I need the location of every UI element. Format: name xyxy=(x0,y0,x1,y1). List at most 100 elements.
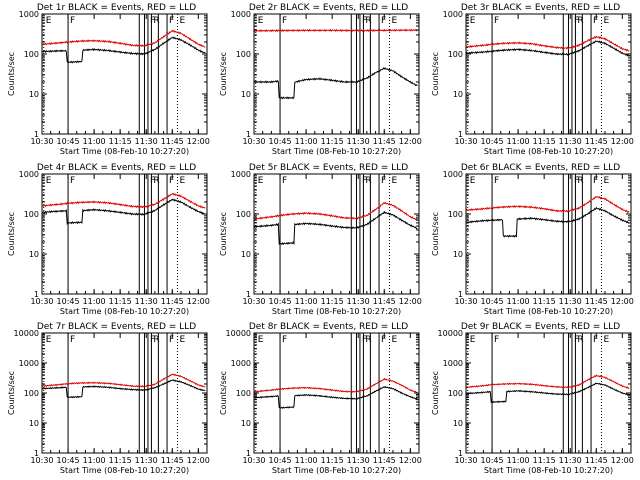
x-tick-label: 10:30 xyxy=(30,456,53,465)
x-tick-label: 11:15 xyxy=(109,137,132,146)
chart-title: Det 4r BLACK = Events, RED = LLD xyxy=(37,163,196,173)
x-tick-label: 10:30 xyxy=(30,137,53,146)
x-axis-label: Start Time (08-Feb-10 10:27:20) xyxy=(484,147,613,156)
x-tick-label: 11:00 xyxy=(295,456,318,465)
marker-label: F xyxy=(150,176,155,186)
x-tick-label: 10:30 xyxy=(242,137,265,146)
marker-label: F xyxy=(169,335,174,345)
plot-frame xyxy=(253,13,420,135)
y-tick-label: 100 xyxy=(236,210,251,219)
x-tick-label: 11:45 xyxy=(373,456,396,465)
x-tick-label: 12:00 xyxy=(187,137,210,146)
x-tick-label: 11:45 xyxy=(161,456,184,465)
y-axis-label: Counts/sec xyxy=(431,371,440,415)
y-tick-label: 100 xyxy=(24,389,39,398)
y-tick-label: 1 xyxy=(246,130,251,139)
marker-label: F xyxy=(494,16,499,26)
x-axis-label: Start Time (08-Feb-10 10:27:20) xyxy=(272,307,401,316)
x-tick-label: 10:30 xyxy=(454,297,477,306)
events-series-line xyxy=(465,206,630,238)
x-tick-label: 11:45 xyxy=(585,456,608,465)
x-tick-label: 11:45 xyxy=(373,297,396,306)
x-axis-label: Start Time (08-Feb-10 10:27:20) xyxy=(60,147,189,156)
y-tick-label: 10 xyxy=(241,90,251,99)
y-tick-label: 1000 xyxy=(19,170,39,179)
x-tick-label: 11:00 xyxy=(83,297,106,306)
x-tick-label: 11:15 xyxy=(533,297,556,306)
y-tick-label: 1 xyxy=(34,130,39,139)
lld-series-line xyxy=(465,35,630,52)
x-tick-label: 10:30 xyxy=(242,297,265,306)
x-axis-label: Start Time (08-Feb-10 10:27:20) xyxy=(60,466,189,475)
marker-label: F xyxy=(593,176,598,186)
marker-label: F xyxy=(381,16,386,26)
x-tick-label: 10:45 xyxy=(481,297,504,306)
x-tick-label: 11:00 xyxy=(507,297,530,306)
y-tick-label: 10000 xyxy=(14,329,39,338)
y-axis-label: Counts/sec xyxy=(7,212,16,256)
x-tick-label: 10:30 xyxy=(454,456,477,465)
chart-title: Det 1r BLACK = Events, RED = LLD xyxy=(37,3,196,13)
events-series-line xyxy=(465,382,630,404)
x-tick-label: 10:45 xyxy=(57,297,80,306)
lld-series-line xyxy=(253,201,418,221)
marker-label: E xyxy=(46,176,52,186)
marker-label: F xyxy=(150,335,155,345)
x-tick-label: 11:30 xyxy=(347,137,370,146)
y-tick-label: 1000 xyxy=(443,359,463,368)
x-axis-label: Start Time (08-Feb-10 10:27:20) xyxy=(272,466,401,475)
marker-label: E xyxy=(258,176,264,186)
marker-label: E xyxy=(258,335,264,345)
plot-frame xyxy=(465,13,632,135)
marker-label: E xyxy=(391,176,397,186)
x-tick-label: 10:45 xyxy=(269,297,292,306)
x-tick-label: 11:45 xyxy=(585,137,608,146)
marker-label: F xyxy=(282,335,287,345)
marker-label: F xyxy=(593,335,598,345)
marker-label: R xyxy=(577,16,583,26)
x-tick-label: 10:45 xyxy=(481,137,504,146)
y-tick-label: 10 xyxy=(453,90,463,99)
marker-label: F xyxy=(70,16,75,26)
x-tick-label: 11:45 xyxy=(373,137,396,146)
y-tick-label: 10 xyxy=(453,250,463,259)
x-tick-label: 10:45 xyxy=(481,456,504,465)
y-tick-label: 10 xyxy=(29,90,39,99)
y-tick-label: 10000 xyxy=(438,329,463,338)
x-tick-label: 12:00 xyxy=(611,297,634,306)
x-tick-label: 11:30 xyxy=(347,456,370,465)
lld-series-line xyxy=(41,192,206,209)
marker-label: F xyxy=(362,176,367,186)
marker-label: F xyxy=(362,16,367,26)
y-tick-label: 10 xyxy=(241,250,251,259)
marker-label: F xyxy=(70,335,75,345)
events-series-line xyxy=(253,67,418,100)
x-tick-label: 11:00 xyxy=(507,137,530,146)
y-tick-label: 100 xyxy=(448,389,463,398)
marker-label: F xyxy=(381,176,386,186)
x-tick-label: 12:00 xyxy=(611,137,634,146)
marker-label: R xyxy=(365,335,371,345)
events-series-line xyxy=(253,385,418,409)
x-tick-label: 11:45 xyxy=(161,297,184,306)
x-tick-label: 11:15 xyxy=(321,456,344,465)
x-tick-label: 12:00 xyxy=(399,297,422,306)
marker-label: F xyxy=(574,176,579,186)
marker-label: F xyxy=(381,335,386,345)
y-tick-label: 1000 xyxy=(231,359,251,368)
x-tick-label: 10:30 xyxy=(30,297,53,306)
y-tick-label: 1 xyxy=(246,449,251,458)
x-tick-label: 11:00 xyxy=(83,456,106,465)
y-tick-label: 100 xyxy=(448,210,463,219)
y-axis-label: Counts/sec xyxy=(7,52,16,96)
chart-title: Det 5r BLACK = Events, RED = LLD xyxy=(249,163,408,173)
marker-label: R xyxy=(153,16,159,26)
x-tick-label: 11:15 xyxy=(533,456,556,465)
x-tick-label: 12:00 xyxy=(399,456,422,465)
plot-frame xyxy=(253,332,420,454)
y-tick-label: 100 xyxy=(448,50,463,59)
